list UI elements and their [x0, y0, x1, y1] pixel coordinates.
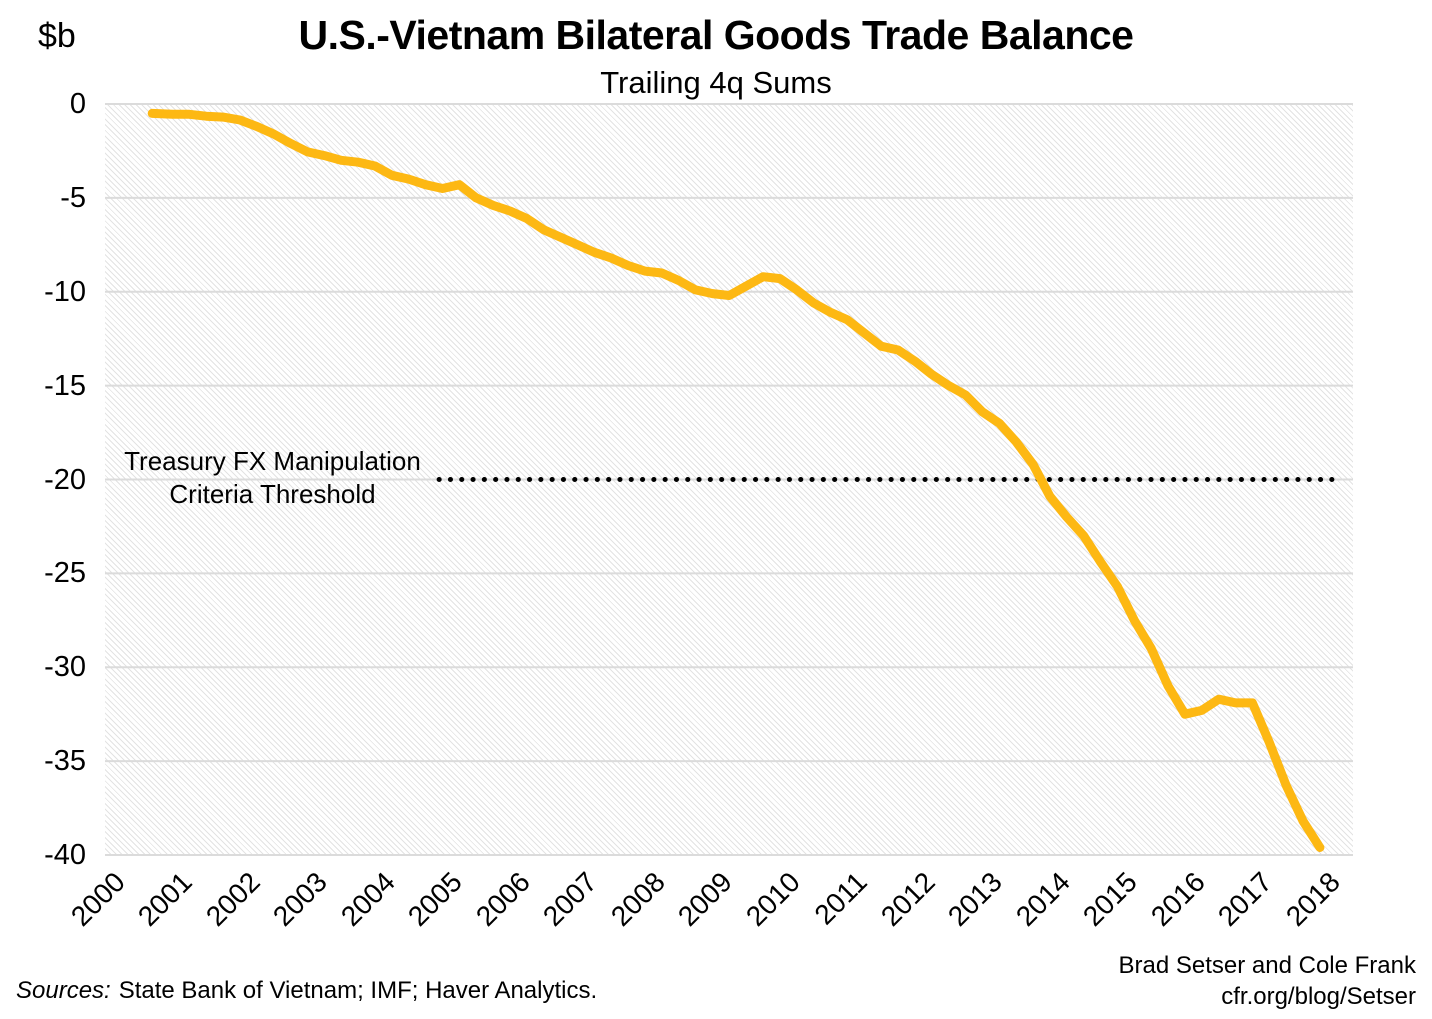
trade-balance-line [147, 108, 1325, 852]
y-tick-label: -20 [44, 463, 86, 496]
threshold-annotation: Treasury FX Manipulation Criteria Thresh… [100, 445, 445, 511]
sources-label: Sources: [16, 977, 111, 1004]
sources-text: State Bank of Vietnam; IMF; Haver Analyt… [118, 977, 598, 1004]
sources-note: Sources: State Bank of Vietnam; IMF; Have… [16, 976, 597, 1006]
y-tick-label: -40 [44, 839, 86, 871]
threshold-annotation-line2: Criteria Threshold [169, 479, 376, 509]
threshold-annotation-line1: Treasury FX Manipulation [124, 446, 421, 476]
plot-area [105, 103, 1353, 856]
y-axis-unit-label: $b [38, 17, 76, 55]
credit-url: cfr.org/blog/Setser [1221, 983, 1416, 1010]
y-tick-label: -25 [44, 557, 86, 590]
y-tick-label: 0 [69, 88, 86, 120]
y-tick-label: -5 [60, 181, 86, 214]
credit-authors: Brad Setser and Cole Frank [1118, 952, 1416, 979]
credits: Brad Setser and Cole Frank cfr.org/blog/… [1119, 950, 1416, 1012]
chart-title: U.S.-Vietnam Bilateral Goods Trade Balan… [298, 12, 1134, 58]
chart-subtitle: Trailing 4q Sums [600, 65, 832, 100]
y-tick-label: -10 [44, 275, 86, 308]
y-tick-label: -15 [44, 369, 86, 402]
y-tick-label: -35 [44, 745, 86, 778]
y-tick-label: -30 [44, 651, 86, 684]
